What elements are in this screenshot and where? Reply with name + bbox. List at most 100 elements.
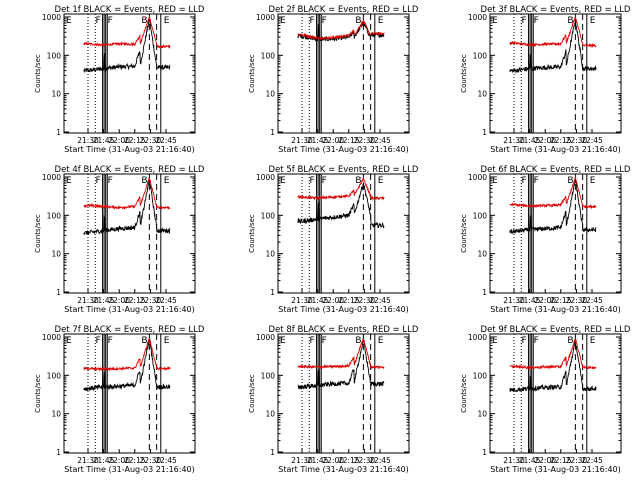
x-axis-label: Start Time (31-Aug-03 21:16:40) [64,305,195,314]
y-tick-label: 100 [261,211,276,220]
y-tick-label: 100 [261,371,276,380]
plot-frame [63,333,196,454]
marker-label-f: F [96,16,101,26]
x-axis-label: Start Time (31-Aug-03 21:16:40) [490,145,621,154]
y-tick-label: 100 [473,371,488,380]
events-series-line [297,337,385,390]
x-axis-label: Start Time (31-Aug-03 21:16:40) [278,145,409,154]
y-tick-label: 1 [270,288,275,297]
x-tick-label: 22:15 [550,296,572,305]
y-tick-label: 1 [56,288,61,297]
y-axis-label: Counts/sec [248,54,256,93]
x-tick-label: 22:30 [354,296,376,305]
marker-label-f: F [522,16,527,26]
y-tick-label: 100 [47,371,62,380]
x-tick-label: 21:45 [519,136,541,145]
lld-series-line [509,338,597,371]
y-tick-label: 10 [477,250,487,259]
marker-label-e-end: E [378,336,384,346]
panel-title: Det 8f BLACK = Events, RED = LLD [269,325,419,335]
marker-label-e-start: E [492,176,498,186]
marker-label-f: F [108,176,113,186]
x-axis-label: Start Time (31-Aug-03 21:16:40) [64,465,195,474]
y-tick-label: 1000 [256,13,275,22]
y-tick-label: 100 [47,51,62,60]
y-tick-label: 10 [51,410,61,419]
marker-label-e-start: E [280,16,286,26]
marker-label-e-end: E [378,176,384,186]
x-tick-label: 22:00 [534,456,556,465]
x-axis-label: Start Time (31-Aug-03 21:16:40) [64,145,195,154]
x-tick-label: 22:00 [322,296,344,305]
x-tick-label: 21:30 [77,136,99,145]
x-tick-label: 21:30 [503,136,525,145]
events-series-line [509,338,597,393]
marker-label-e-end: E [378,16,384,26]
marker-label-b: B [355,336,361,346]
marker-label-b: B [141,176,147,186]
x-tick-label: 21:30 [503,456,525,465]
plot-frame [489,173,622,294]
marker-label-f: F [322,336,327,346]
y-tick-label: 1000 [256,333,275,342]
y-tick-label: 1 [482,288,487,297]
events-series-line [509,179,597,235]
marker-label-b: B [355,176,361,186]
marker-label-e-end: E [590,16,596,26]
x-tick-label: 22:45 [581,456,603,465]
x-tick-label: 22:00 [534,296,556,305]
marker-label-e-start: E [66,176,72,186]
marker-label-f: F [310,336,315,346]
y-axis-label: Counts/sec [34,54,42,93]
y-tick-label: 1 [270,128,275,137]
marker-label-e-start: E [280,336,286,346]
x-tick-label: 22:45 [369,456,391,465]
x-axis-label: Start Time (31-Aug-03 21:16:40) [490,465,621,474]
y-tick-label: 100 [261,51,276,60]
x-tick-label: 22:30 [354,456,376,465]
x-tick-label: 21:45 [519,296,541,305]
lld-series-line [83,15,171,50]
y-axis-label: Counts/sec [34,214,42,253]
lld-series-line [509,176,597,210]
x-tick-label: 22:00 [534,136,556,145]
marker-label-e-end: E [590,176,596,186]
marker-label-e-end: E [590,336,596,346]
lld-series-line [509,16,597,49]
events-series-line [83,338,171,392]
plot-frame [277,13,410,134]
y-tick-label: 1 [482,128,487,137]
y-tick-label: 10 [265,250,275,259]
panel-title: Det 5f BLACK = Events, RED = LLD [269,165,419,175]
y-tick-label: 1 [56,448,61,457]
marker-label-f: F [310,16,315,26]
y-tick-label: 10 [477,410,487,419]
marker-label-f: F [534,336,539,346]
y-tick-label: 1000 [42,173,61,182]
events-series-line [83,178,171,235]
x-tick-label: 22:30 [140,456,162,465]
marker-label-f: F [96,336,101,346]
y-tick-label: 1000 [468,333,487,342]
marker-label-e-start: E [492,336,498,346]
x-tick-label: 21:30 [291,296,313,305]
panel-det-7: Det 7f BLACK = Events, RED = LLD 1 10 100 10… [34,325,205,474]
x-tick-label: 22:00 [322,456,344,465]
marker-label-b: B [567,176,573,186]
panel-title: Det 9f BLACK = Events, RED = LLD [481,325,631,335]
x-tick-label: 22:45 [581,296,603,305]
plot-frame [63,173,196,294]
marker-label-f: F [522,336,527,346]
panel-title: Det 2f BLACK = Events, RED = LLD [269,5,419,15]
x-tick-label: 22:45 [155,296,177,305]
panel-det-3: Det 3f BLACK = Events, RED = LLD 1 10 100 10… [460,5,631,154]
x-tick-label: 21:45 [93,456,115,465]
x-tick-label: 22:15 [550,456,572,465]
marker-label-e-end: E [164,176,170,186]
y-axis-label: Counts/sec [248,214,256,253]
lld-series-line [83,177,171,211]
x-tick-label: 21:45 [93,136,115,145]
x-tick-label: 21:30 [77,296,99,305]
x-tick-label: 22:30 [566,296,588,305]
